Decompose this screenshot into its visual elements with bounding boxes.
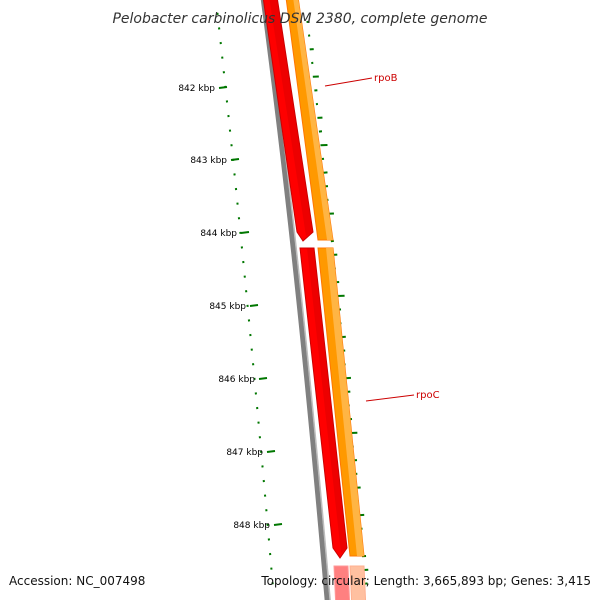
rpoB-label: rpoB <box>374 73 398 84</box>
ruler-label: 846 kbp <box>218 375 255 385</box>
ruler-label: 845 kbp <box>209 302 246 312</box>
ruler-tick <box>218 86 228 89</box>
genome-summary-text: Topology: circular; Length: 3,665,893 bp… <box>261 574 591 588</box>
genome-backbone <box>260 0 330 600</box>
rpoB-label-line <box>324 77 373 87</box>
rpoC-label: rpoC <box>416 390 440 401</box>
rpoC-cds-highlight <box>326 248 364 556</box>
rpoB-gene-arrow <box>262 0 314 242</box>
ruler-tick <box>266 450 276 453</box>
next-cds-bar <box>349 565 367 600</box>
ruler-tick <box>258 377 268 380</box>
ruler-label: 844 kbp <box>200 229 237 239</box>
ruler-tick <box>230 158 240 161</box>
ruler-tick <box>249 304 259 307</box>
ruler-label: 847 kbp <box>226 448 263 458</box>
rpoC-gene-shade <box>307 248 347 553</box>
rpoB-cds-highlight <box>293 0 333 240</box>
accession-text: Accession: NC_007498 <box>9 574 146 588</box>
next-gene-arrow <box>333 565 351 600</box>
ruler-tick <box>273 523 283 526</box>
ruler-label: 848 kbp <box>233 521 270 531</box>
ruler-label: 843 kbp <box>190 156 227 166</box>
ruler-tick <box>240 231 250 234</box>
rpoB-gene-shade <box>269 0 313 236</box>
rpoC-label-line <box>365 394 415 402</box>
ruler-ticks: 842 kbp 843 kbp 844 kbp 845 kbp 846 kbp 847 k… <box>178 84 283 531</box>
rpoC-gene-arrow <box>299 247 348 559</box>
map-title: Pelobacter carbinolicus DSM 2380, comple… <box>112 11 487 27</box>
ruler-label: 842 kbp <box>178 84 215 94</box>
